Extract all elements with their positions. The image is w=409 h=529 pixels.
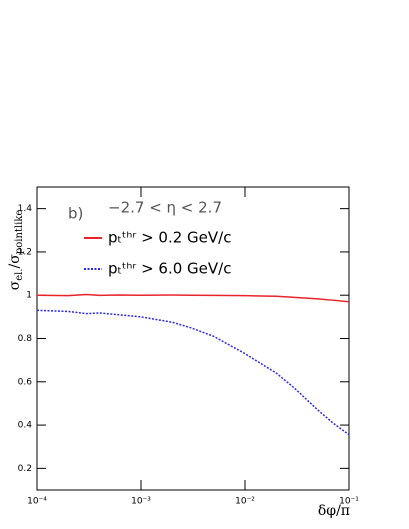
x-tick-label: 10⁻² xyxy=(235,497,255,507)
y-tick-label: 0.2 xyxy=(18,464,32,474)
data-line xyxy=(36,293,350,303)
x-tick-label: 10⁻⁴ xyxy=(27,497,47,507)
x-tick-label: 10⁻³ xyxy=(131,497,151,507)
annotation: −2.7 < η < 2.7 xyxy=(108,199,222,217)
legend-label: pₜᵗʰʳ > 6.0 GeV/c xyxy=(108,260,231,278)
y-tick-label: 0.4 xyxy=(18,421,33,431)
y-tick-label: 1.2 xyxy=(18,247,32,257)
x-axis-label: δφ/π xyxy=(318,503,350,519)
data-line xyxy=(36,309,350,436)
y-axis-label: σel./σpointlike xyxy=(7,210,25,291)
y-tick-label: 0.8 xyxy=(18,334,33,344)
x-tick-label: 10⁻¹ xyxy=(339,497,359,507)
y-tick-label: 1 xyxy=(26,291,32,301)
y-label-den-sub: pointlike xyxy=(14,210,25,255)
y-tick-label: 0.6 xyxy=(18,377,33,387)
panel-label: b) xyxy=(68,205,83,223)
y-label-main-sub: el. xyxy=(14,268,25,280)
y-label-main: σ xyxy=(7,280,23,290)
y-tick-label: 1.4 xyxy=(18,204,33,214)
y-label-den: /σ xyxy=(7,254,23,269)
legend-label: pₜᵗʰʳ > 0.2 GeV/c xyxy=(108,229,231,247)
